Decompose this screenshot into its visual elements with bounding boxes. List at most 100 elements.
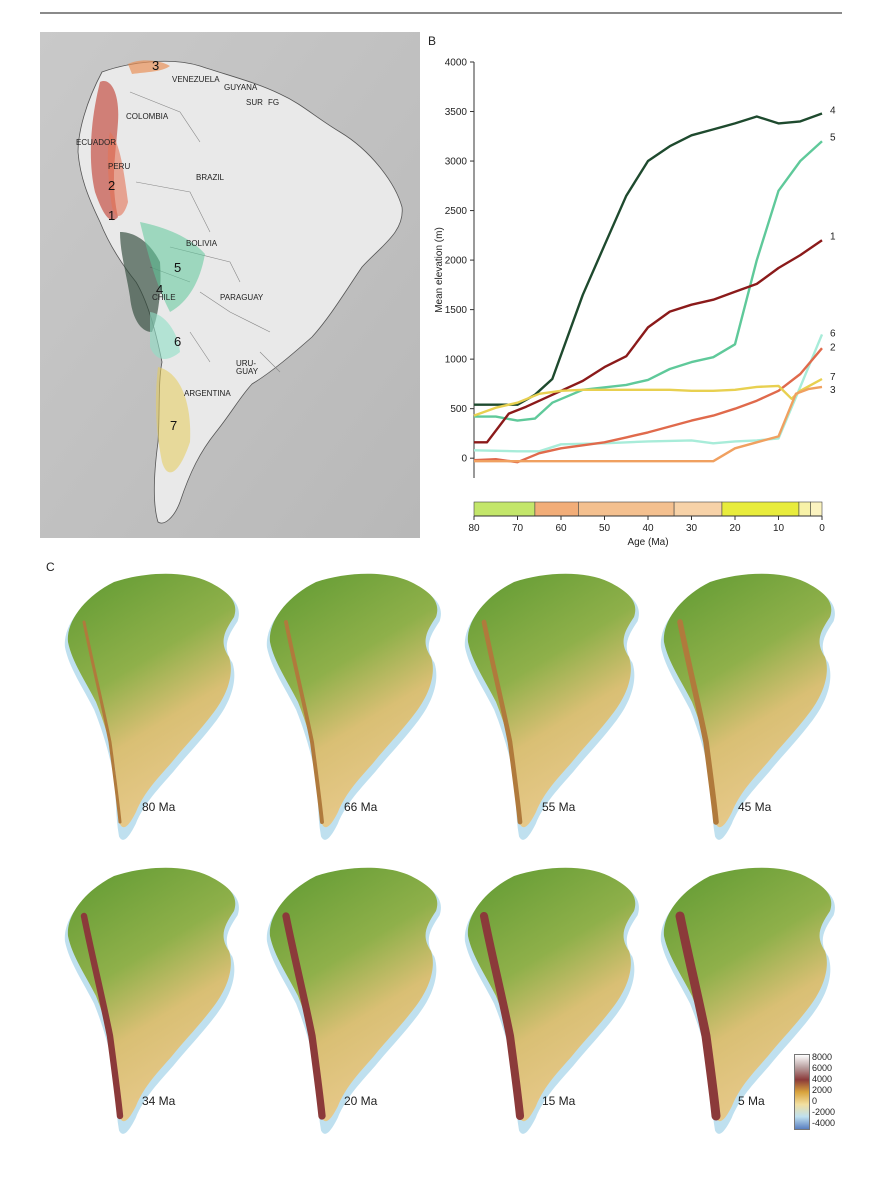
paleo-map-1: 80 Ma (44, 562, 240, 842)
map-age-label: 55 Ma (542, 800, 576, 814)
relief-map-a: VENEZUELA GUYANA SUR FG COLOMBIA ECUADOR… (40, 32, 420, 538)
paleo-map-5: 34 Ma (44, 856, 240, 1136)
series-label-4: 4 (830, 106, 836, 117)
y-tick-label: 4000 (445, 58, 468, 69)
region-number-2: 2 (108, 178, 115, 193)
x-tick-label: 10 (773, 523, 785, 534)
legend-label: -2000 (812, 1107, 836, 1117)
label-guay: GUAY (236, 367, 259, 376)
legend-label: 4000 (812, 1074, 833, 1084)
label-colombia: COLOMBIA (126, 112, 169, 121)
map-age-label: 15 Ma (542, 1094, 576, 1108)
map-age-label: 80 Ma (142, 800, 176, 814)
land-topography (467, 573, 636, 828)
legend-label: 2000 (812, 1085, 833, 1095)
y-tick-label: 2500 (445, 206, 468, 217)
series-label-5: 5 (830, 132, 836, 143)
x-axis-title: Age (Ma) (627, 537, 668, 548)
legend-label: -4000 (812, 1118, 836, 1128)
map-age-label: 66 Ma (344, 800, 378, 814)
paleo-map-7: 15 Ma (444, 856, 640, 1136)
y-tick-label: 500 (450, 404, 467, 415)
series-label-7: 7 (830, 372, 836, 383)
x-tick-label: 70 (512, 523, 524, 534)
label-argentina: ARGENTINA (184, 389, 231, 398)
map-age-label: 45 Ma (738, 800, 772, 814)
series-line-2 (473, 347, 823, 464)
region-number-4: 4 (156, 282, 163, 297)
map-age-label: 5 Ma (738, 1094, 765, 1108)
paleo-map-3: 55 Ma (444, 562, 640, 842)
x-tick-label: 0 (819, 523, 825, 534)
region-6 (150, 312, 180, 359)
y-tick-label: 3000 (445, 157, 468, 168)
y-tick-label: 1500 (445, 305, 468, 316)
series-line-4 (474, 112, 823, 406)
land-topography (663, 867, 832, 1122)
header-rule (40, 12, 842, 14)
legend-colorbar (794, 1054, 810, 1130)
land-topography (467, 867, 636, 1122)
region-2 (107, 132, 128, 217)
andes-range (675, 911, 721, 1121)
y-tick-label: 0 (461, 454, 467, 465)
panel-label-c: C (46, 560, 55, 574)
x-tick-label: 80 (468, 523, 480, 534)
region-number-6: 6 (174, 334, 181, 349)
series-label-1: 1 (830, 231, 836, 242)
label-uru: URU- (236, 359, 256, 368)
region-number-1: 1 (108, 208, 115, 223)
andes-range (284, 620, 324, 824)
legend-label: 6000 (812, 1063, 833, 1073)
region-number-7: 7 (170, 418, 177, 433)
andes-range (282, 912, 326, 1120)
elevation-legend: 8000 6000 4000 2000 0 -2000 -4000 (794, 1052, 854, 1132)
label-peru: PERU (108, 162, 130, 171)
land-topography (67, 573, 236, 828)
legend-label: 0 (812, 1096, 818, 1106)
series-label-3: 3 (830, 385, 836, 396)
region-5 (140, 222, 205, 312)
land-topography (663, 573, 832, 828)
timescale-segment (534, 501, 579, 517)
timescale-segment (673, 501, 723, 517)
timescale-segment (810, 501, 823, 517)
x-tick-label: 50 (599, 523, 611, 534)
region-7 (155, 367, 191, 473)
timescale-segment (578, 501, 675, 517)
series-label-2: 2 (830, 342, 836, 353)
y-tick-label: 1000 (445, 355, 468, 366)
country-borders (129, 91, 281, 373)
series-line-7 (473, 377, 823, 417)
label-bolivia: BOLIVIA (186, 239, 218, 248)
label-chile: CHILE (152, 293, 176, 302)
y-axis-title: Mean elevation (m) (434, 227, 445, 313)
x-tick-label: 20 (729, 523, 741, 534)
land-topography (269, 867, 438, 1122)
region-number-5: 5 (174, 260, 181, 275)
paleo-map-4: 45 Ma (640, 562, 836, 842)
label-paraguay: PARAGUAY (220, 293, 264, 302)
map-age-label: 20 Ma (344, 1094, 378, 1108)
map-age-label: 34 Ma (142, 1094, 176, 1108)
label-fg: FG (268, 98, 279, 107)
region-3 (128, 60, 170, 74)
andes-range (481, 619, 523, 825)
x-tick-label: 40 (642, 523, 654, 534)
label-venezuela: VENEZUELA (172, 75, 220, 84)
timescale-segment (798, 501, 811, 517)
paleo-map-8: 5 Ma (640, 856, 836, 1136)
series-line-1 (474, 239, 823, 444)
andes-range (82, 620, 122, 824)
label-ecuador: ECUADOR (76, 138, 116, 147)
legend-label: 8000 (812, 1052, 833, 1062)
y-tick-label: 3500 (445, 107, 468, 118)
paleo-map-6: 20 Ma (246, 856, 442, 1136)
andes-range (677, 619, 719, 825)
x-tick-label: 30 (686, 523, 698, 534)
x-tick-label: 60 (555, 523, 567, 534)
label-sur: SUR (246, 98, 263, 107)
land-topography (269, 573, 438, 828)
land-topography (67, 867, 236, 1122)
